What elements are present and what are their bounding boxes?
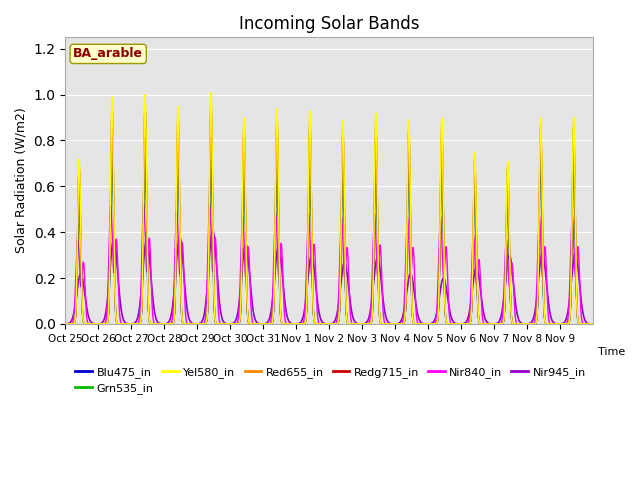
Line: Yel580_in: Yel580_in	[65, 93, 593, 324]
Grn535_in	[508, 320, 516, 325]
Redg715_in	[61, 321, 69, 327]
Nir840_in	[508, 262, 516, 267]
Grn535_in	[583, 321, 591, 327]
Yel580_in	[508, 320, 516, 325]
Text: Time: Time	[598, 347, 625, 357]
Redg715_in	[443, 321, 451, 326]
Grn535_in	[170, 320, 177, 325]
Text: BA_arable: BA_arable	[73, 48, 143, 60]
Blu475_in	[477, 321, 484, 327]
Line: Blu475_in: Blu475_in	[65, 136, 593, 324]
Blu475_in	[397, 321, 404, 327]
Blu475_in	[207, 133, 215, 139]
Blu475_in	[443, 321, 451, 326]
Redg715_in	[170, 320, 177, 325]
Red655_in	[583, 321, 591, 327]
Nir945_in	[583, 320, 591, 326]
Blu475_in	[583, 321, 591, 327]
Yel580_in	[61, 321, 69, 327]
Redg715_in	[589, 321, 596, 327]
Nir945_in	[170, 298, 177, 303]
Red655_in	[508, 320, 516, 325]
Nir840_in	[443, 257, 451, 263]
Redg715_in	[508, 320, 516, 325]
Redg715_in	[397, 321, 404, 327]
Nir840_in	[206, 201, 214, 206]
Grn535_in	[589, 321, 596, 327]
Red655_in	[61, 321, 69, 327]
Redg715_in	[477, 321, 484, 327]
Title: Incoming Solar Bands: Incoming Solar Bands	[239, 15, 419, 33]
Line: Nir945_in: Nir945_in	[65, 230, 593, 324]
Nir945_in	[397, 319, 404, 324]
Line: Redg715_in: Redg715_in	[65, 104, 593, 324]
Red655_in	[170, 320, 177, 325]
Blu475_in	[61, 321, 69, 327]
Line: Red655_in: Red655_in	[65, 97, 593, 324]
Redg715_in	[207, 101, 215, 107]
Line: Nir840_in: Nir840_in	[65, 204, 593, 324]
Red655_in	[477, 321, 484, 327]
Nir840_in	[477, 283, 484, 289]
Nir945_in	[443, 290, 451, 296]
Grn535_in	[443, 321, 451, 326]
Red655_in	[443, 321, 451, 326]
Nir945_in	[589, 321, 596, 327]
Line: Grn535_in: Grn535_in	[65, 130, 593, 324]
Blu475_in	[170, 320, 177, 326]
Blu475_in	[508, 320, 516, 325]
Grn535_in	[397, 321, 404, 327]
Yel580_in	[397, 321, 404, 327]
Nir945_in	[477, 289, 484, 295]
Red655_in	[589, 321, 596, 327]
Yel580_in	[589, 321, 596, 327]
Grn535_in	[207, 127, 215, 132]
Red655_in	[397, 321, 404, 327]
Nir840_in	[397, 321, 404, 327]
Yel580_in	[170, 320, 177, 325]
Nir945_in	[209, 227, 216, 233]
Yel580_in	[477, 321, 484, 327]
Nir840_in	[170, 302, 177, 308]
Nir945_in	[508, 269, 516, 275]
Nir945_in	[61, 321, 69, 327]
Blu475_in	[589, 321, 596, 327]
Nir840_in	[61, 321, 69, 327]
Yel580_in	[443, 321, 451, 326]
Nir840_in	[583, 321, 591, 327]
Grn535_in	[477, 321, 484, 327]
Redg715_in	[583, 321, 591, 327]
Yel580_in	[207, 90, 215, 96]
Nir840_in	[589, 321, 596, 327]
Legend: Blu475_in, Grn535_in, Yel580_in, Red655_in, Redg715_in, Nir840_in, Nir945_in: Blu475_in, Grn535_in, Yel580_in, Red655_…	[71, 362, 590, 398]
Grn535_in	[61, 321, 69, 327]
Y-axis label: Solar Radiation (W/m2): Solar Radiation (W/m2)	[15, 108, 28, 253]
Red655_in	[207, 94, 215, 100]
Yel580_in	[583, 321, 591, 327]
